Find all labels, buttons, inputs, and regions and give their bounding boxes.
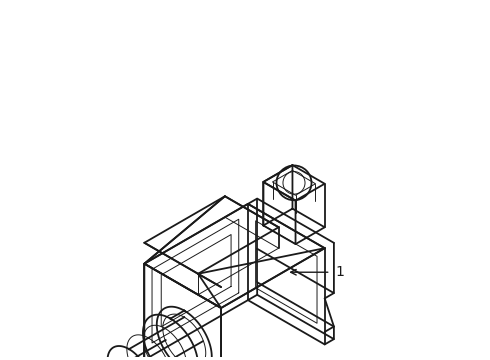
Text: 1: 1 [336, 265, 344, 279]
